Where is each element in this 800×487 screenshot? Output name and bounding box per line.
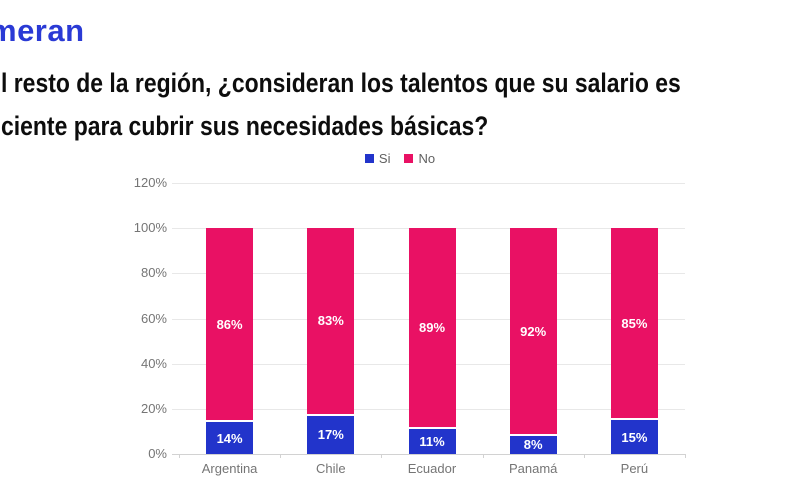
axis-tick — [280, 454, 282, 458]
x-category-label-chile: Chile — [315, 461, 346, 476]
data-label: 89% — [418, 320, 446, 336]
page-title: l resto de la región, ¿consideran los ta… — [1, 62, 800, 148]
data-label: 86% — [216, 316, 243, 332]
axis-tick — [381, 454, 383, 458]
bar-segment-si-panama: 8% — [509, 435, 557, 454]
legend-label: Si — [378, 151, 391, 166]
legend-item-no: No — [404, 151, 435, 166]
plot-area: 14% 86% 17% 83% 11% 89% 8% 92% 15% 85% — [172, 183, 686, 458]
data-label: 14% — [216, 430, 243, 446]
bar-segment-si-argentina: 14% — [206, 422, 254, 454]
data-label: 83% — [317, 313, 344, 329]
bar-segment-no-peru: 85% — [610, 228, 658, 419]
data-label: 11% — [419, 434, 445, 450]
y-tick-label: 20% — [140, 400, 167, 416]
y-tick-label: 60% — [140, 310, 167, 326]
axis-tick — [482, 454, 484, 458]
legend-swatch-si — [364, 154, 374, 163]
axis-tick — [179, 454, 180, 458]
gridline — [172, 183, 685, 184]
legend-label: No — [418, 151, 436, 166]
y-axis-labels: 0% 20% 40% 60% 80% 100% 120% — [0, 175, 167, 461]
title-line-2: ciente para cubrir sus necesidades básic… — [1, 111, 489, 141]
data-label: 17% — [317, 427, 344, 443]
x-axis-line — [172, 454, 685, 455]
data-label: 92% — [520, 323, 547, 339]
legend-item-si: Si — [364, 151, 391, 166]
bar-segment-si-ecuador: 11% — [408, 429, 456, 454]
data-label: 15% — [621, 429, 648, 445]
axis-tick — [685, 454, 686, 458]
title-line-1: l resto de la región, ¿consideran los ta… — [1, 68, 681, 98]
data-label: 85% — [621, 315, 648, 331]
y-tick-label: 0% — [148, 446, 167, 461]
y-tick-label: 80% — [140, 265, 167, 281]
chart-legend: Si No — [0, 151, 800, 166]
stacked-bar-chart: 0% 20% 40% 60% 80% 100% 120% 14% 86% 17% 83% 11% 89… — [0, 175, 800, 483]
axis-tick — [583, 454, 585, 458]
bar-segment-no-panama: 92% — [509, 228, 557, 434]
bar-segment-no-chile: 83% — [307, 228, 355, 414]
x-category-label-ecuador: Ecuador — [407, 461, 457, 476]
x-category-label-panama: Panamá — [508, 461, 558, 476]
brand-logo: meran — [0, 13, 85, 48]
bar-segment-no-argentina: 86% — [206, 228, 254, 421]
y-tick-label: 120% — [133, 175, 167, 190]
bar-segment-si-chile: 17% — [307, 415, 355, 454]
bar-segment-si-peru: 15% — [610, 420, 658, 454]
y-tick-label: 100% — [133, 220, 167, 236]
x-category-label-peru: Perú — [620, 461, 649, 476]
x-category-label-argentina: Argentina — [201, 461, 258, 476]
data-label: 8% — [523, 437, 543, 453]
bar-segment-no-ecuador: 89% — [408, 228, 456, 428]
y-tick-label: 40% — [140, 355, 167, 371]
legend-swatch-no — [404, 154, 414, 163]
